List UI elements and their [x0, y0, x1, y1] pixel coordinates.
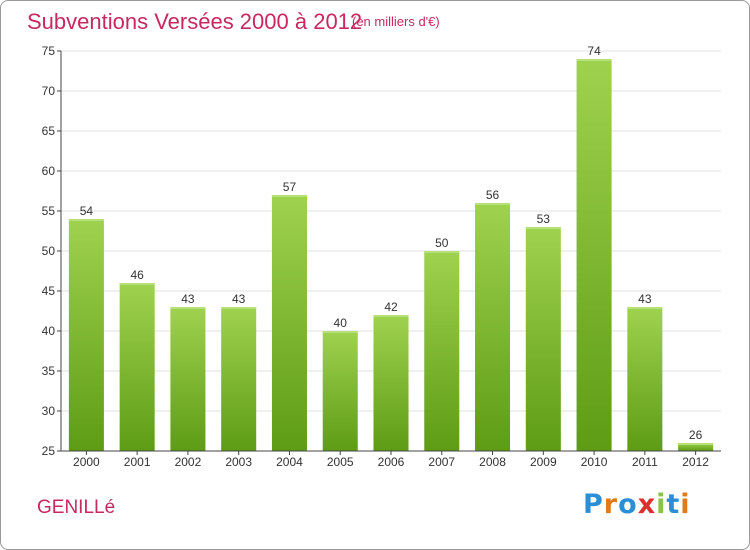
x-tick-label: 2004	[276, 455, 303, 469]
bar	[119, 283, 155, 451]
bar	[271, 195, 307, 451]
y-tick-label: 60	[42, 164, 56, 178]
x-tick-label: 2006	[378, 455, 405, 469]
town-name: GENILLé	[37, 497, 116, 518]
bar	[170, 307, 206, 451]
bar	[627, 307, 663, 451]
data-label: 46	[130, 268, 144, 282]
x-tick-label: 2002	[175, 455, 202, 469]
bar	[424, 251, 460, 451]
brand-letter: o	[618, 489, 638, 520]
x-tick-label: 2005	[327, 455, 354, 469]
y-tick-label: 65	[42, 124, 56, 138]
x-tick-label: 2009	[530, 455, 557, 469]
bar	[475, 203, 511, 451]
y-tick-label: 25	[42, 444, 56, 458]
data-label: 56	[486, 188, 500, 202]
bar-top-highlight	[119, 283, 155, 285]
bar	[576, 59, 612, 451]
x-tick-label: 2011	[632, 455, 658, 469]
chart-title: Subventions Versées 2000 à 2012	[27, 9, 363, 34]
bar-top-highlight	[221, 307, 257, 309]
bar-top-highlight	[525, 227, 561, 229]
data-label: 57	[283, 180, 297, 194]
bar-top-highlight	[68, 219, 104, 221]
brand-letter: i	[680, 489, 691, 520]
bar	[221, 307, 257, 451]
bar-top-highlight	[170, 307, 206, 309]
bar-top-highlight	[576, 59, 612, 61]
data-label: 43	[232, 292, 246, 306]
y-tick-label: 30	[42, 404, 56, 418]
y-tick-label: 40	[42, 324, 56, 338]
x-tick-label: 2007	[428, 455, 455, 469]
y-tick-label: 50	[42, 244, 56, 258]
bar	[678, 443, 714, 451]
bar	[525, 227, 561, 451]
x-tick-label: 2001	[124, 455, 151, 469]
y-tick-label: 75	[42, 44, 56, 58]
data-label: 74	[587, 44, 601, 58]
data-label: 43	[638, 292, 652, 306]
x-tick-label: 2008	[479, 455, 506, 469]
bar-top-highlight	[373, 315, 409, 317]
data-label: 54	[80, 204, 94, 218]
bar-top-highlight	[271, 195, 307, 197]
data-label: 26	[689, 428, 703, 442]
bar-top-highlight	[678, 443, 714, 445]
data-label: 42	[384, 300, 398, 314]
y-tick-label: 55	[42, 204, 56, 218]
bar-top-highlight	[627, 307, 663, 309]
brand-letter: i	[656, 489, 667, 520]
x-tick-label: 2010	[581, 455, 608, 469]
y-tick-label: 70	[42, 84, 56, 98]
y-tick-label: 35	[42, 364, 56, 378]
chart-subtitle: (en milliers d'€)	[352, 14, 440, 29]
data-label: 40	[334, 316, 348, 330]
bar	[373, 315, 409, 451]
bar-top-highlight	[322, 331, 358, 333]
x-tick-label: 2012	[682, 455, 709, 469]
data-label: 53	[537, 212, 551, 226]
data-label: 43	[181, 292, 195, 306]
bar	[322, 331, 358, 451]
x-tick-label: 2000	[73, 455, 100, 469]
data-label: 50	[435, 236, 449, 250]
proxiti-logo: Proxiti	[583, 489, 691, 520]
y-tick-label: 45	[42, 284, 56, 298]
bar	[68, 219, 104, 451]
x-tick-label: 2003	[225, 455, 252, 469]
bar-top-highlight	[475, 203, 511, 205]
brand-letter: r	[603, 489, 619, 520]
brand-letter: t	[666, 489, 681, 520]
bar-top-highlight	[424, 251, 460, 253]
brand-letter: x	[637, 489, 657, 520]
brand-letter: P	[583, 489, 604, 520]
